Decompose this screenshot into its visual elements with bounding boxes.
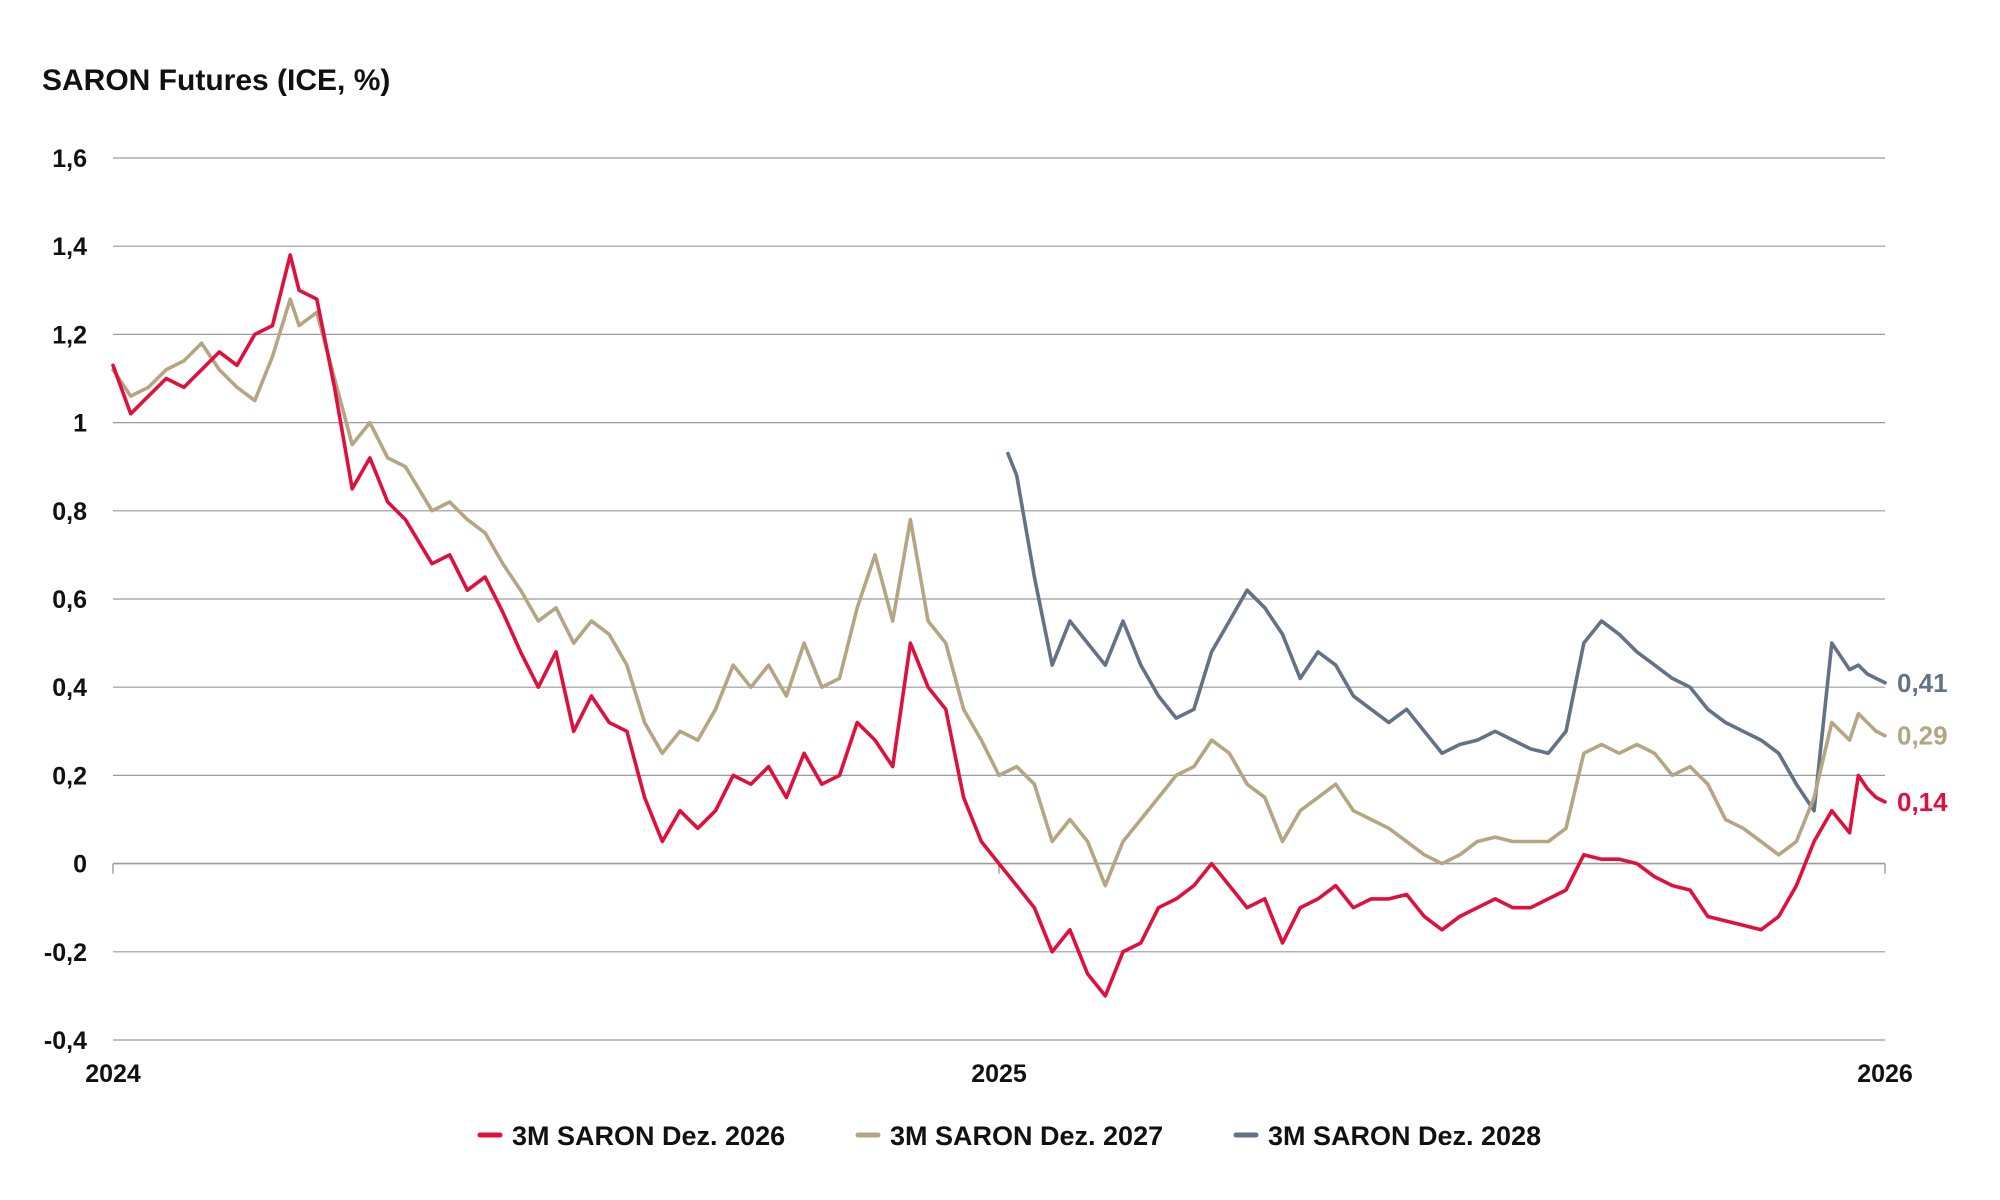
legend-label: 3M SARON Dez. 2026 [512, 1121, 785, 1151]
legend: 3M SARON Dez. 2026 3M SARON Dez. 2027 3M S… [477, 1121, 1541, 1151]
legend-label: 3M SARON Dez. 2028 [1268, 1121, 1541, 1151]
y-tick-label: 1,2 [52, 321, 87, 349]
y-tick-label: 0,8 [52, 498, 87, 526]
series-line [111, 253, 1887, 998]
end-labels: 0,14 0,29 0,41 [1897, 668, 1948, 817]
end-value-label: 0,29 [1897, 721, 1948, 751]
chart-title: SARON Futures (ICE, %) [42, 64, 390, 97]
y-tick-label: -0,2 [44, 939, 87, 967]
y-tick-label: 0,6 [52, 586, 87, 614]
y-tick-label: 0 [73, 851, 87, 879]
y-tick-label: 0,4 [52, 674, 87, 702]
y-tick-label: 1,4 [52, 233, 87, 261]
end-value-label: 0,14 [1897, 787, 1948, 817]
grid-lines [113, 157, 1885, 1041]
y-tick-label: 1 [73, 410, 87, 438]
x-tick-label: 2024 [85, 1060, 141, 1088]
x-tick-label: 2026 [1857, 1060, 1913, 1088]
y-axis-ticks: -0,4 -0,2 0 0,2 0,4 0,6 0,8 1 1,2 1,4 1,6 [44, 145, 87, 1055]
y-tick-label: -0,4 [44, 1027, 87, 1055]
series-lines [111, 253, 1887, 998]
end-value-label: 0,41 [1897, 668, 1948, 698]
y-tick-label: 1,6 [52, 145, 87, 173]
legend-label: 3M SARON Dez. 2027 [890, 1121, 1163, 1151]
y-tick-label: 0,2 [52, 762, 87, 790]
x-tick-label: 2025 [971, 1060, 1027, 1088]
series-line [111, 297, 1887, 888]
x-axis-ticks: 2024 2025 2026 [85, 863, 1913, 1088]
series-line [1006, 451, 1887, 813]
